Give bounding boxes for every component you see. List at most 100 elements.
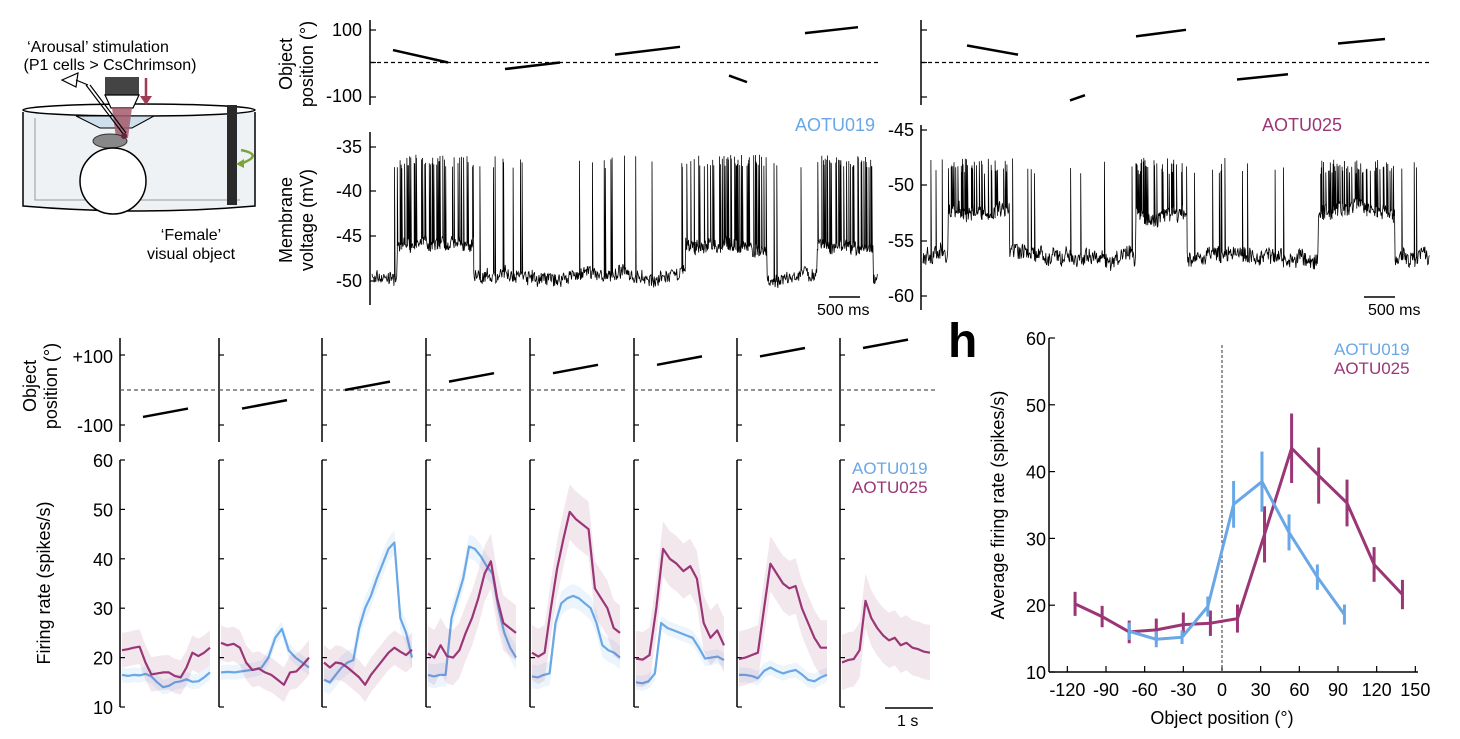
position-axis-label-line2: position (°) xyxy=(297,21,317,107)
h-x-tick-label: 150 xyxy=(1400,680,1430,700)
cell-label-aotu019: AOTU019 xyxy=(795,115,875,135)
object-label-line1: ‘Female’ xyxy=(161,227,221,244)
air-ball-icon xyxy=(79,147,147,215)
voltage-tick: -45 xyxy=(888,120,914,140)
h-x-tick-label: 30 xyxy=(1251,680,1271,700)
h-x-tick-label: 0 xyxy=(1217,680,1227,700)
scalebar-label: 500 ms xyxy=(817,302,869,319)
object-position-segment xyxy=(728,74,748,84)
fr-line-aotu019 xyxy=(739,666,828,683)
fr-position-label-line1: Object xyxy=(20,360,40,412)
arena-rim xyxy=(22,103,256,117)
fr-object-trajectory xyxy=(862,338,909,350)
h-legend-aotu019: AOTU019 xyxy=(1334,340,1410,359)
fr-sem-shading-aotu025 xyxy=(428,533,516,686)
experimental-schematic: ‘Arousal’ stimulation (P1 cells > CsChri… xyxy=(22,39,256,263)
h-x-tick-label: -60 xyxy=(1132,680,1158,700)
h-y-tick-label: 10 xyxy=(1026,663,1046,683)
object-position-segment xyxy=(804,25,859,35)
h-x-tick-label: 90 xyxy=(1328,680,1348,700)
fr-line-aotu025 xyxy=(427,560,517,659)
h-x-tick-label: -90 xyxy=(1093,680,1119,700)
fr-line-aotu025 xyxy=(738,562,827,661)
fr-rate-axis-label: Firing rate (spikes/s) xyxy=(34,501,54,664)
rotation-arrowhead xyxy=(236,159,244,168)
fr-object-trajectory xyxy=(552,363,599,375)
fr-sem-shading-aotu025 xyxy=(842,573,930,691)
fr-sem-shading-aotu019 xyxy=(221,621,309,680)
schematic-title-line2: (P1 cells > CsChrimson) xyxy=(24,57,197,74)
fr-line-aotu025 xyxy=(841,599,931,664)
object-position-segment xyxy=(614,45,681,56)
h-line-aotu025 xyxy=(1074,446,1404,634)
position-tick-100: 100 xyxy=(332,20,362,40)
h-x-tick-label: -120 xyxy=(1049,680,1085,700)
fr-position-label-line2: position (°) xyxy=(41,343,61,429)
position-axis-label-line1: Object xyxy=(276,38,296,90)
h-legend-aotu025: AOTU025 xyxy=(1334,359,1410,378)
fr-sem-shading-aotu025 xyxy=(739,536,827,687)
h-y-tick-label: 40 xyxy=(1026,463,1046,483)
fr-rate-tick-label: 30 xyxy=(93,599,113,619)
fr-legend-aotu019: AOTU019 xyxy=(852,459,928,478)
fr-object-trajectory xyxy=(142,407,189,419)
voltage-tick: -50 xyxy=(888,175,914,195)
object-position-segment xyxy=(966,44,1019,56)
voltage-axis-label-line2: voltage (mV) xyxy=(297,169,317,271)
h-x-tick-label: -30 xyxy=(1170,680,1196,700)
fr-object-trajectory xyxy=(759,346,806,358)
scalebar-label: 500 ms xyxy=(1368,302,1420,319)
fr-rate-tick-label: 10 xyxy=(93,698,113,718)
fr-line-aotu019 xyxy=(323,541,414,684)
objective-icon xyxy=(105,77,139,95)
object-position-segment xyxy=(1236,73,1289,81)
fr-line-aotu025 xyxy=(220,641,310,686)
fr-position-tick: +100 xyxy=(72,347,113,367)
fr-line-aotu019 xyxy=(531,594,621,679)
fr-sem-shading-aotu025 xyxy=(221,625,309,703)
h-xlabel: Object position (°) xyxy=(1150,708,1293,728)
fr-line-aotu025 xyxy=(635,547,726,661)
voltage-tick: -35 xyxy=(336,137,362,157)
fr-rate-tick-label: 50 xyxy=(93,500,113,520)
object-label-line2: visual object xyxy=(147,246,236,263)
h-x-tick-label: 60 xyxy=(1289,680,1309,700)
voltage-trace-panels: Object position (°) 100 -100 Membrane vo… xyxy=(276,20,1420,319)
fr-object-trajectory xyxy=(656,355,703,367)
membrane-voltage-trace xyxy=(922,157,1430,271)
voltage-tick: -45 xyxy=(336,226,362,246)
schematic-title-line1: ‘Arousal’ stimulation xyxy=(27,39,169,56)
fr-object-trajectory xyxy=(344,380,391,392)
h-x-tick-label: 120 xyxy=(1362,680,1392,700)
fr-line-aotu025 xyxy=(531,510,621,658)
dynamic-marks: 60 50 40 30 20 10 10 20 30 40 50 60 -120 -90 -60 -30 0 30… xyxy=(93,20,1430,718)
light-cone-icon xyxy=(112,108,132,138)
fr-legend-aotu025: AOTU025 xyxy=(852,478,928,497)
object-position-segment xyxy=(1135,28,1187,38)
object-position-segment xyxy=(504,61,561,71)
fr-line-aotu019 xyxy=(220,627,310,674)
fr-object-trajectory xyxy=(241,398,288,410)
fr-position-tick: -100 xyxy=(77,416,113,436)
visual-object-bar-icon xyxy=(227,105,237,205)
fr-sem-shading-aotu019 xyxy=(428,534,516,689)
panel-h-tuning-curve: h Average firing rate (spikes/s) Object … xyxy=(948,315,1410,728)
membrane-voltage-trace xyxy=(371,154,878,288)
voltage-tick: -60 xyxy=(888,286,914,306)
fr-line-aotu019 xyxy=(635,621,725,685)
fr-rate-tick-label: 60 xyxy=(93,451,113,471)
fr-line-aotu019 xyxy=(427,545,517,678)
fr-sem-shading-aotu025 xyxy=(324,630,412,703)
fr-sem-shading-aotu025 xyxy=(532,484,620,685)
fr-sem-shading-aotu025 xyxy=(636,521,724,688)
panel-letter-h: h xyxy=(948,315,977,368)
object-position-segment xyxy=(392,48,449,64)
fr-line-aotu019 xyxy=(121,671,211,689)
object-position-segment xyxy=(1337,37,1386,45)
arena-inner-edge xyxy=(34,118,240,201)
h-y-tick-label: 20 xyxy=(1026,596,1046,616)
cell-label-aotu025: AOTU025 xyxy=(1262,115,1342,135)
voltage-tick: -55 xyxy=(888,231,914,251)
object-position-segment xyxy=(1069,94,1086,102)
